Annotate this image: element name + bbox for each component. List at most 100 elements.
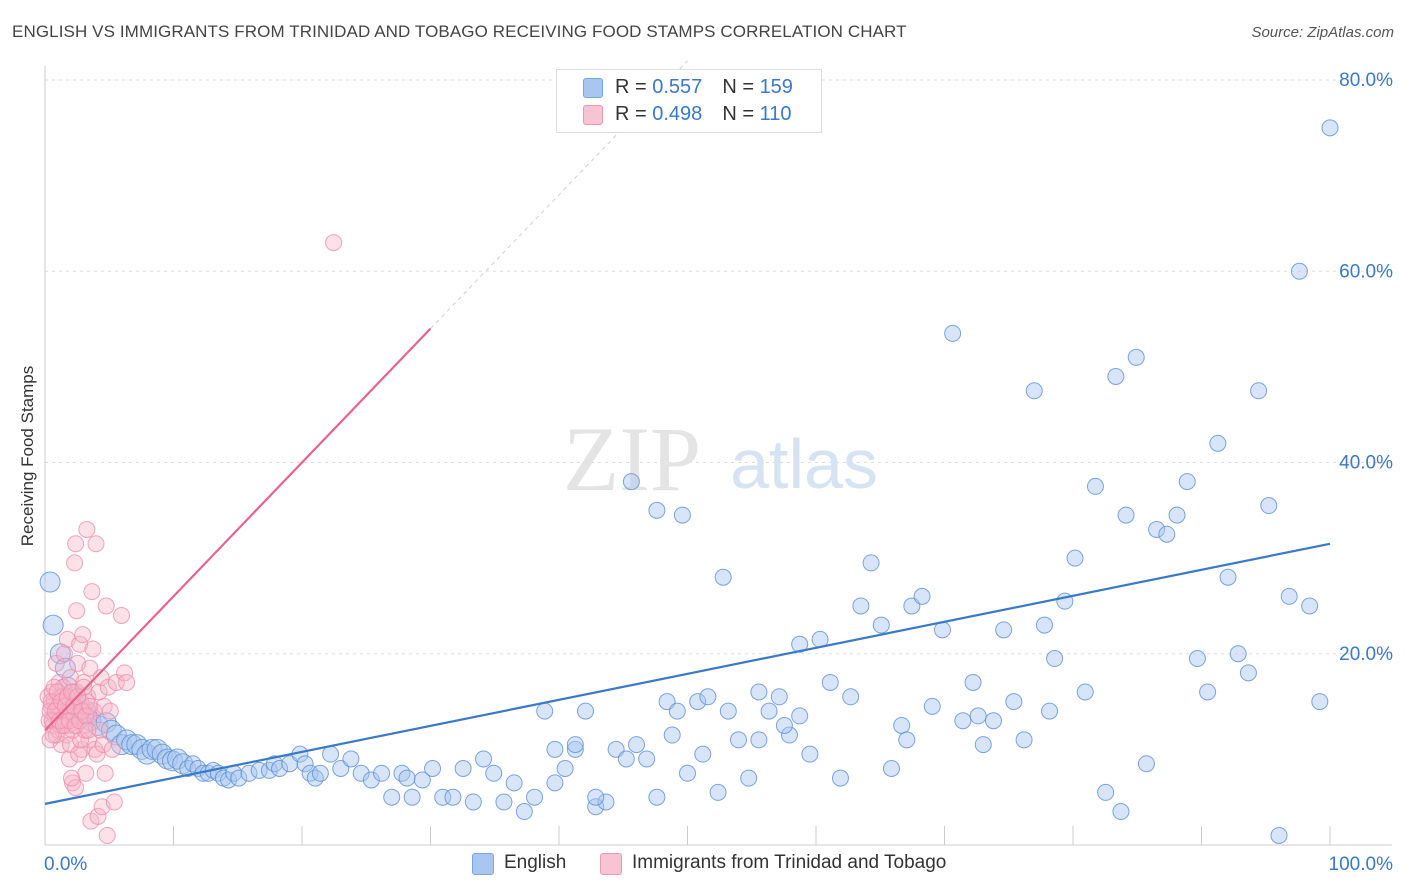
trinidad-point: [96, 764, 114, 782]
english-point: [1158, 525, 1176, 543]
english-point: [689, 693, 707, 711]
english-point: [464, 793, 482, 811]
english-point: [1209, 434, 1227, 452]
trinidad-point: [103, 740, 121, 758]
trinidad-point: [98, 826, 116, 844]
legend-n-label: N =: [722, 103, 760, 125]
watermark: ZIP atlas: [563, 408, 878, 510]
english-point: [42, 614, 64, 636]
english-point: [403, 788, 421, 806]
english-point: [1117, 506, 1135, 524]
trinidad-point: [81, 697, 99, 715]
trinidad-point: [81, 659, 99, 677]
english-point: [1260, 497, 1278, 515]
english-point: [577, 702, 595, 720]
english-point: [546, 740, 564, 758]
english-point: [230, 769, 248, 787]
english-point: [969, 707, 987, 725]
trend-layer: [44, 60, 1331, 805]
english-point: [1112, 803, 1130, 821]
trinidad-point: [92, 669, 110, 687]
english-point: [1107, 367, 1125, 385]
legend-r-label: R =: [615, 103, 653, 125]
trinidad-point: [74, 626, 92, 644]
english-point: [1066, 549, 1084, 567]
tick-label-layer: 20.0% 40.0% 60.0% 80.0% 0.0% 100.0%: [44, 70, 1393, 875]
english-point: [709, 783, 727, 801]
legend-n-value-english: 159: [759, 76, 793, 98]
chart-title: ENGLISH VS IMMIGRANTS FROM TRINIDAD AND …: [12, 22, 907, 41]
x-tick-label: 0.0%: [44, 854, 87, 875]
english-point: [398, 769, 416, 787]
trinidad-point: [101, 702, 119, 720]
english-point: [413, 771, 431, 789]
english-point: [648, 788, 666, 806]
english-point: [668, 702, 686, 720]
english-trend-line: [44, 542, 1331, 805]
english-point: [628, 736, 646, 754]
trinidad-point: [67, 535, 85, 553]
english-point: [1025, 382, 1043, 400]
english-point: [172, 753, 194, 775]
english-point: [719, 702, 737, 720]
english-point: [1301, 597, 1319, 615]
english-point: [893, 716, 911, 734]
english-point: [121, 734, 143, 756]
english-point: [1035, 616, 1053, 634]
english-point: [750, 683, 768, 701]
english-point: [1127, 348, 1145, 366]
trinidad-point: [67, 779, 85, 797]
english-point: [1005, 693, 1023, 711]
english-point: [526, 788, 544, 806]
english-point: [1239, 664, 1257, 682]
legend-n-label: N =: [722, 76, 760, 98]
english-point: [995, 621, 1013, 639]
english-point: [179, 760, 197, 777]
english-point: [352, 764, 370, 782]
english-point: [454, 760, 472, 777]
english-point: [964, 673, 982, 691]
watermark-atlas: atlas: [730, 425, 878, 503]
english-point: [587, 788, 605, 806]
english-point: [1229, 645, 1247, 663]
bottom-legend-swatch-english: [472, 853, 494, 875]
english-point: [1148, 520, 1166, 538]
english-point: [240, 764, 258, 782]
grid-layer: [45, 79, 1392, 655]
english-point: [485, 764, 503, 782]
y-tick-label: 60.0%: [1339, 261, 1393, 282]
trinidad-point: [99, 678, 117, 696]
legend-n-value-trinidad: 110: [759, 103, 792, 125]
english-point: [648, 501, 666, 519]
english-point: [393, 764, 411, 782]
english-point: [617, 750, 635, 768]
english-point: [740, 769, 758, 787]
english-point: [872, 616, 890, 634]
english-point: [495, 793, 513, 811]
trinidad-point: [94, 736, 112, 754]
english-point: [862, 554, 880, 572]
trinidad-point: [48, 683, 66, 701]
english-point: [546, 774, 564, 792]
trinidad-point: [88, 745, 106, 763]
english-point: [1250, 382, 1268, 400]
trinidad-point: [73, 740, 91, 758]
english-point: [944, 324, 962, 342]
english-point: [714, 568, 732, 586]
english-point: [1086, 477, 1104, 495]
axis-layer: [44, 66, 1392, 846]
english-point: [831, 769, 849, 787]
trinidad-point: [78, 520, 96, 538]
english-point: [638, 750, 656, 768]
english-point: [1199, 683, 1217, 701]
english-point: [1076, 683, 1094, 701]
trinidad-point: [97, 597, 115, 615]
english-point: [1041, 702, 1059, 720]
english-point: [729, 731, 747, 749]
bottom-legend-label-english: English: [504, 852, 567, 873]
english-point: [1178, 473, 1196, 491]
english-point: [842, 688, 860, 706]
english-point: [306, 769, 324, 787]
trinidad-trend-line: [44, 327, 432, 732]
english-point: [434, 788, 452, 806]
